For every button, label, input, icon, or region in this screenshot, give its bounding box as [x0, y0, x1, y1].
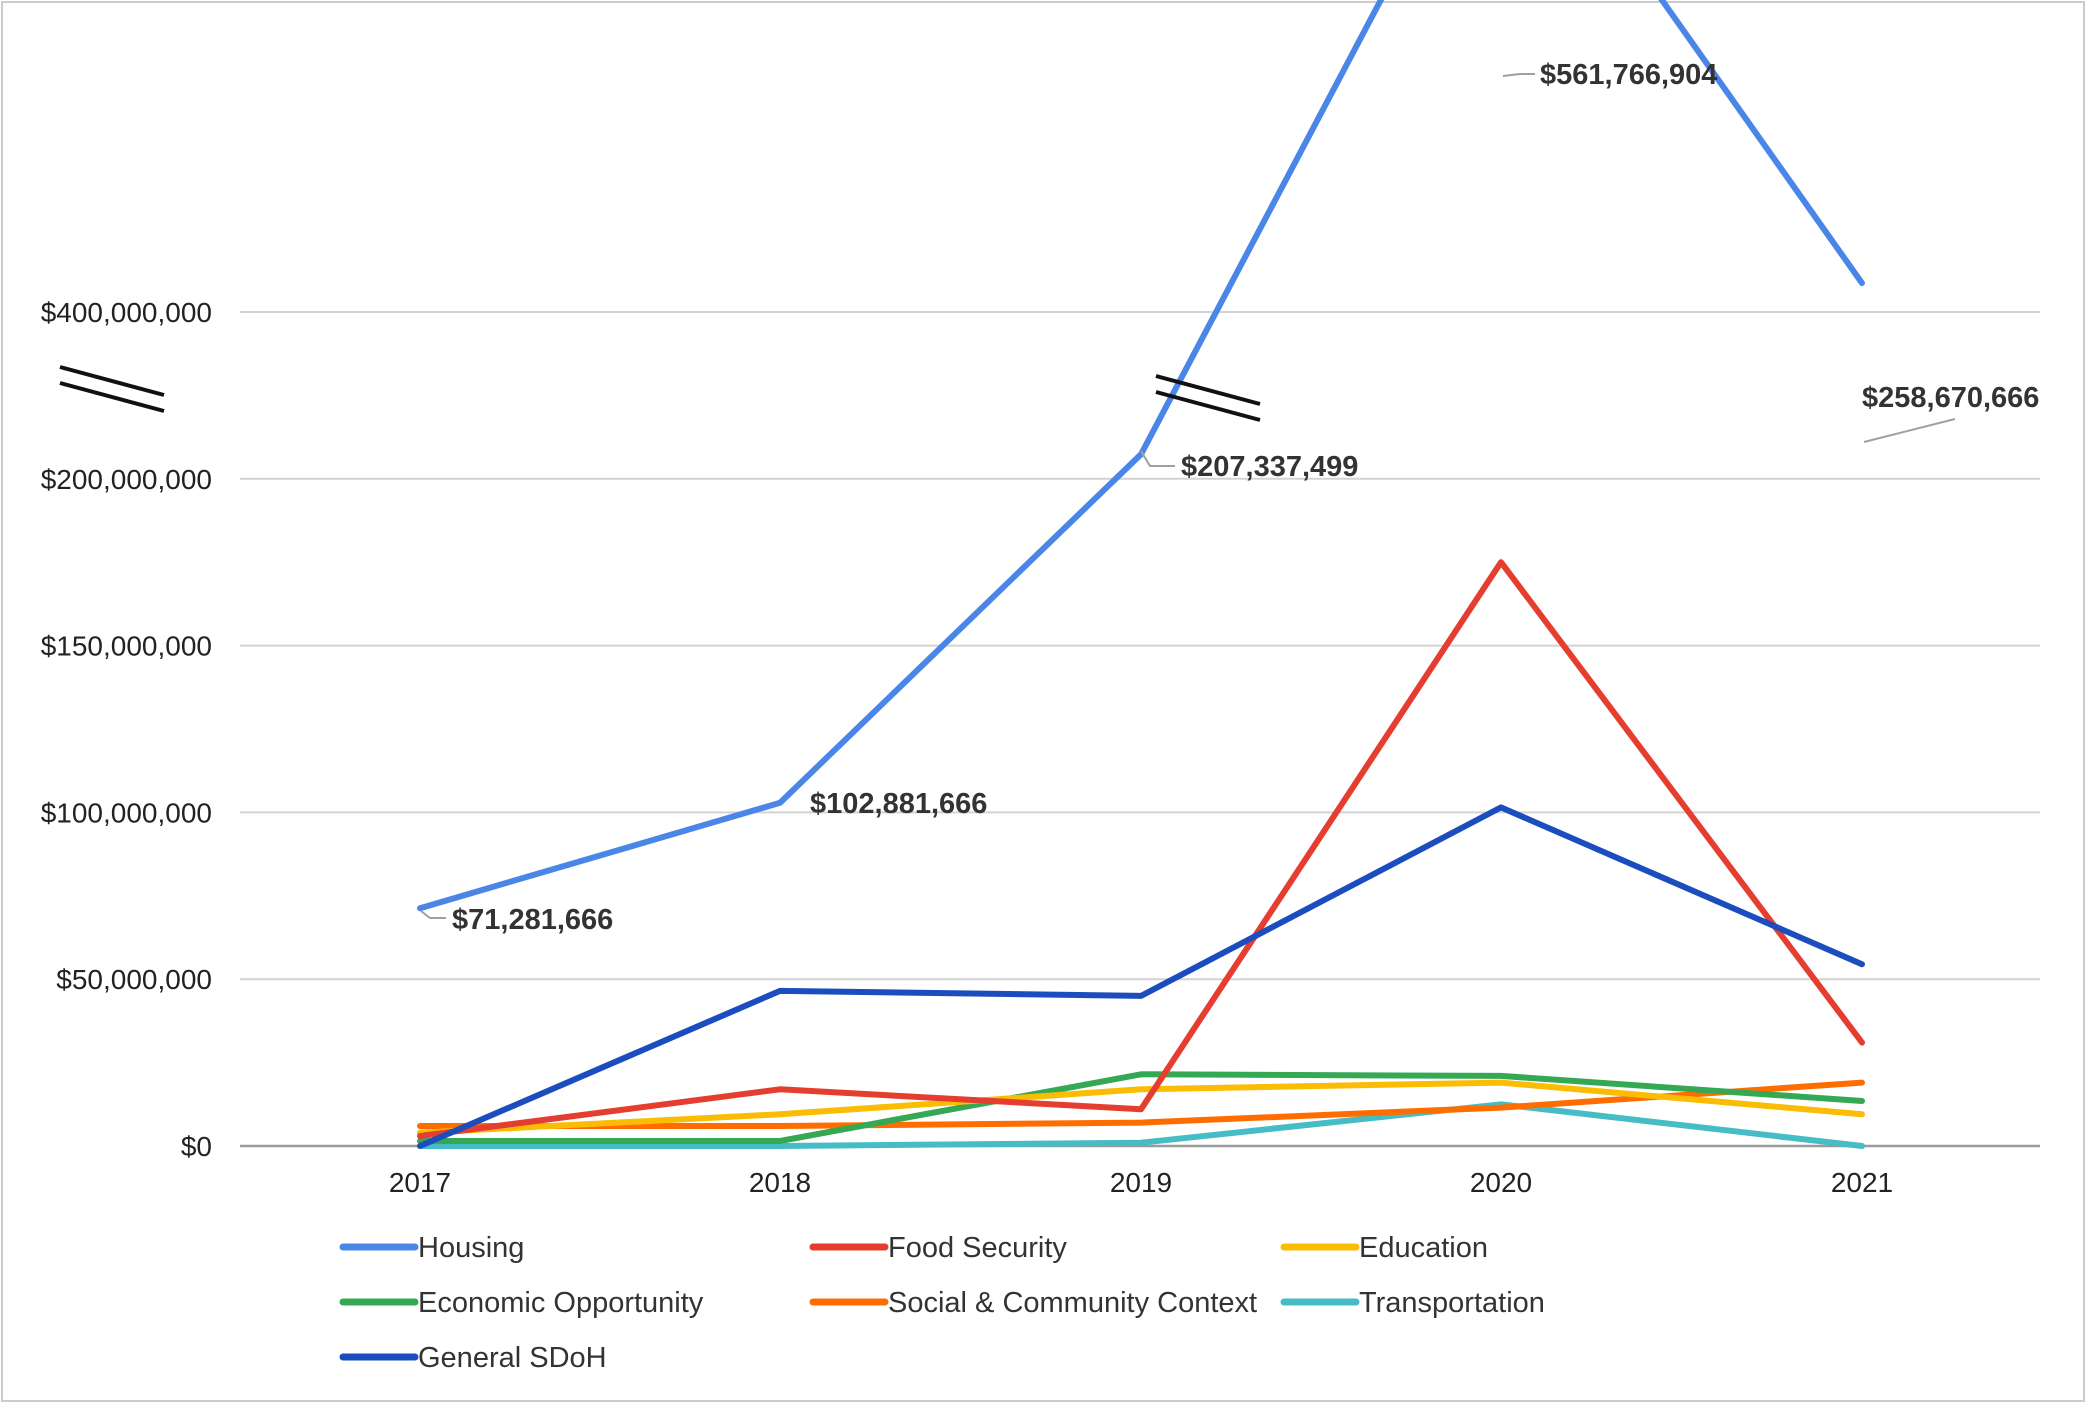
axis-break-mark [59, 365, 165, 413]
series-line-social-community-context [417, 1079, 1865, 1129]
legend-label: Social & Community Context [888, 1287, 1257, 1319]
legend-label: General SDoH [418, 1342, 607, 1374]
y-tick-label: $400,000,000 [41, 297, 212, 328]
legend-item: Housing [339, 1232, 524, 1264]
series-line-economic-opportunity [417, 1071, 1865, 1144]
series-line-general-sdoh [417, 804, 1865, 1149]
legend-label: Economic Opportunity [418, 1287, 704, 1319]
legend-label: Transportation [1359, 1287, 1545, 1319]
legend-label: Education [1359, 1232, 1488, 1264]
series-line-education [417, 1079, 1865, 1136]
data-label-leader [420, 910, 446, 919]
data-label-leader [1502, 73, 1535, 77]
y-tick-label: $0 [181, 1131, 212, 1162]
y-tick-label: $50,000,000 [56, 964, 212, 995]
gridlines [240, 311, 2040, 1148]
legend-item: Social & Community Context [809, 1287, 1257, 1319]
x-tick-label: 2018 [749, 1167, 811, 1198]
series-line-transportation [417, 1101, 1865, 1149]
y-tick-label: $150,000,000 [41, 631, 212, 662]
legend-label: Housing [418, 1232, 524, 1264]
data-label: $71,281,666 [452, 904, 613, 936]
data-label: $102,881,666 [810, 788, 987, 820]
legend-item: Economic Opportunity [339, 1287, 704, 1319]
axis-break-mark [1155, 374, 1261, 422]
x-tick-label: 2020 [1470, 1167, 1532, 1198]
legend-item: Education [1280, 1232, 1488, 1264]
axis-breaks [59, 365, 1261, 422]
series-lines [417, 0, 1865, 1149]
y-tick-label: $200,000,000 [41, 464, 212, 495]
axis-labels: $0 $50,000,000 $100,000,000 $150,000,000 $20… [41, 297, 1893, 1198]
x-tick-label: 2019 [1110, 1167, 1172, 1198]
data-labels: $71,281,666 $102,881,666 $207,337,499 $561,… [420, 59, 2039, 936]
x-tick-label: 2021 [1831, 1167, 1893, 1198]
legend: Housing Food Security Education Economic Op… [339, 1232, 1545, 1374]
legend-label: Food Security [888, 1232, 1067, 1264]
x-tick-label: 2017 [389, 1167, 451, 1198]
data-label: $561,766,904 [1540, 59, 1717, 91]
legend-item: Transportation [1280, 1287, 1545, 1319]
series-line-food-security [417, 559, 1865, 1139]
data-label-leader [1140, 450, 1175, 467]
data-label-leader [1863, 418, 1956, 443]
legend-item: Food Security [809, 1232, 1067, 1264]
data-label: $258,670,666 [1862, 382, 2039, 414]
data-label: $207,337,499 [1181, 451, 1358, 483]
y-tick-label: $100,000,000 [41, 797, 212, 828]
series-line-housing [417, 0, 1865, 912]
legend-item: General SDoH [339, 1342, 607, 1374]
